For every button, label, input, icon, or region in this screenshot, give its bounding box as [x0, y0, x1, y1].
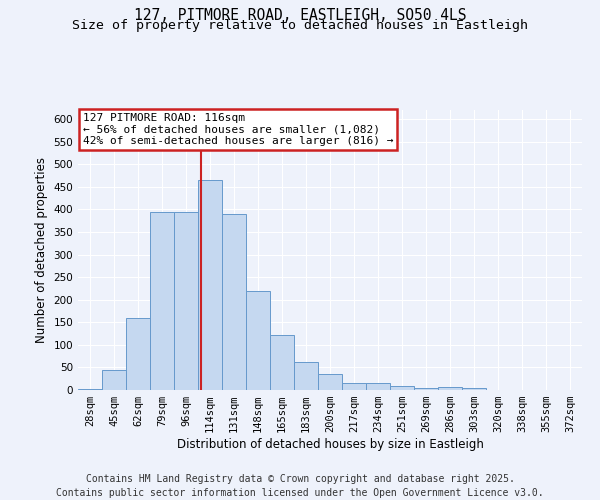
Bar — [270, 335, 294, 390]
Y-axis label: Number of detached properties: Number of detached properties — [35, 157, 48, 343]
Bar — [390, 386, 414, 390]
Bar — [174, 212, 198, 390]
Bar — [318, 374, 342, 390]
X-axis label: Distribution of detached houses by size in Eastleigh: Distribution of detached houses by size … — [176, 438, 484, 451]
Bar — [414, 388, 438, 390]
Bar — [150, 212, 174, 390]
Bar — [366, 383, 390, 390]
Bar — [222, 214, 246, 390]
Bar — [342, 383, 366, 390]
Bar — [246, 290, 270, 390]
Text: Contains HM Land Registry data © Crown copyright and database right 2025.
Contai: Contains HM Land Registry data © Crown c… — [56, 474, 544, 498]
Text: 127, PITMORE ROAD, EASTLEIGH, SO50 4LS: 127, PITMORE ROAD, EASTLEIGH, SO50 4LS — [134, 8, 466, 22]
Bar — [198, 180, 222, 390]
Bar — [438, 388, 462, 390]
Bar — [78, 388, 102, 390]
Text: 127 PITMORE ROAD: 116sqm
← 56% of detached houses are smaller (1,082)
42% of sem: 127 PITMORE ROAD: 116sqm ← 56% of detach… — [83, 113, 394, 146]
Bar — [102, 370, 126, 390]
Bar — [462, 388, 486, 390]
Bar — [126, 318, 150, 390]
Text: Size of property relative to detached houses in Eastleigh: Size of property relative to detached ho… — [72, 19, 528, 32]
Bar — [294, 362, 318, 390]
